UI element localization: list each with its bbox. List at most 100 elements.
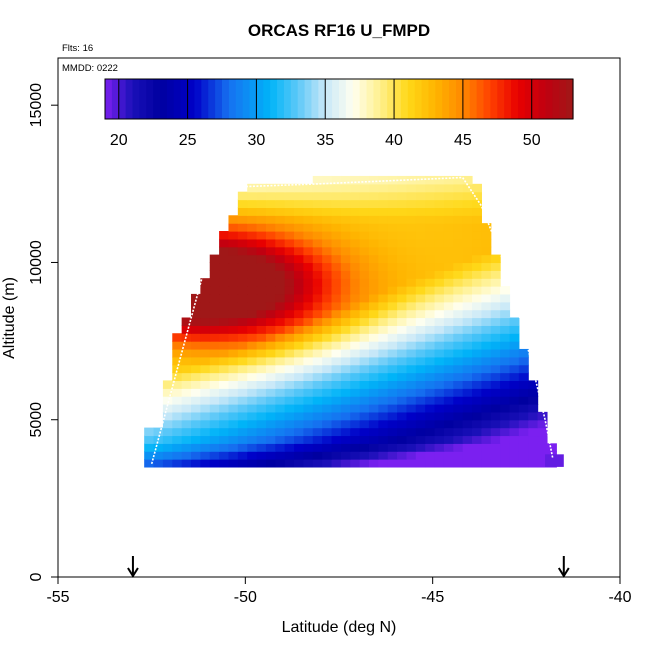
- heatmap-cell: [284, 191, 295, 201]
- heatmap-cell: [462, 364, 473, 374]
- colorbar-segment: [483, 79, 492, 119]
- heatmap-cell: [219, 341, 230, 350]
- heatmap-cell: [359, 278, 370, 287]
- heatmap-cell: [425, 388, 436, 397]
- heatmap-cell: [415, 183, 426, 193]
- heatmap-cell: [200, 348, 211, 358]
- heatmap-cell: [434, 238, 445, 248]
- heatmap-cell: [378, 404, 389, 413]
- heatmap-cell: [331, 262, 342, 271]
- heatmap-cell: [462, 207, 473, 216]
- heatmap-cell: [340, 301, 351, 311]
- heatmap-cell: [453, 356, 464, 366]
- heatmap-cell: [537, 459, 548, 468]
- heatmap-cell: [425, 278, 436, 287]
- heatmap-cell: [228, 396, 239, 405]
- heatmap-cell: [425, 459, 436, 468]
- heatmap-cell: [284, 223, 295, 232]
- heatmap-cell: [256, 207, 267, 216]
- heatmap-cell: [172, 356, 183, 366]
- heatmap-cell: [331, 238, 342, 248]
- heatmap-cell: [490, 341, 501, 350]
- heatmap-cell: [434, 293, 445, 303]
- heatmap-cell: [397, 356, 408, 366]
- colorbar-segment: [283, 79, 292, 119]
- heatmap-cell: [481, 325, 492, 334]
- heatmap-cell: [509, 348, 520, 358]
- heatmap-cell: [312, 419, 323, 429]
- colorbar-segment: [249, 79, 258, 119]
- heatmap-cell: [237, 411, 248, 421]
- heatmap-cell: [500, 317, 511, 326]
- heatmap-cell: [359, 223, 370, 232]
- heatmap-cell: [528, 459, 539, 468]
- heatmap-cell: [406, 404, 417, 413]
- heatmap-cell: [415, 443, 426, 452]
- heatmap-cell: [181, 459, 192, 468]
- heatmap-cell: [228, 254, 239, 264]
- heatmap-cell: [368, 427, 379, 437]
- heatmap-cell: [219, 380, 230, 389]
- heatmap-cell: [434, 191, 445, 201]
- heatmap-cell: [331, 175, 342, 185]
- heatmap-cell: [368, 191, 379, 201]
- heatmap-cell: [518, 372, 529, 382]
- heatmap-cell: [425, 364, 436, 374]
- heatmap-cell: [256, 348, 267, 358]
- heatmap-cell: [191, 459, 201, 468]
- heatmap-cell: [472, 238, 482, 248]
- heatmap-cell: [368, 388, 379, 397]
- heatmap-cell: [303, 451, 314, 460]
- heatmap-cell: [322, 443, 333, 452]
- heatmap-cell: [256, 183, 267, 193]
- heatmap-cell: [322, 238, 333, 248]
- heatmap-cell: [397, 175, 408, 185]
- heatmap-cell: [490, 333, 501, 342]
- heatmap-cell: [284, 348, 295, 358]
- heatmap-cell: [406, 356, 417, 366]
- heatmap-cell: [481, 246, 492, 256]
- heatmap-cell: [265, 191, 276, 201]
- heatmap-cell: [481, 317, 492, 326]
- heatmap-cell: [415, 175, 426, 185]
- heatmap-cell: [247, 427, 258, 437]
- x-tick-label: -45: [421, 589, 444, 606]
- heatmap-cell: [247, 356, 258, 366]
- heatmap-cell: [284, 325, 295, 334]
- heatmap-cell: [209, 348, 220, 358]
- heatmap-cell: [397, 293, 408, 303]
- heatmap-cell: [237, 317, 248, 326]
- heatmap-cell: [350, 341, 361, 350]
- heatmap-cell: [312, 396, 323, 405]
- heatmap-cell: [434, 309, 445, 319]
- heatmap-cell: [406, 293, 417, 303]
- heatmap-cell: [275, 207, 286, 216]
- heatmap-cell: [434, 404, 445, 413]
- heatmap-cell: [434, 286, 445, 295]
- heatmap-cell: [303, 411, 314, 421]
- colorbar-segment: [270, 79, 278, 119]
- heatmap-cell: [256, 427, 267, 437]
- heatmap-cell: [453, 388, 464, 397]
- heatmap-cell: [312, 246, 323, 256]
- heatmap-cell: [387, 278, 398, 287]
- colorbar-segment: [194, 79, 202, 119]
- heatmap-cell: [237, 459, 248, 468]
- heatmap-cell: [256, 215, 267, 224]
- heatmap-cell: [294, 388, 305, 397]
- heatmap-cell: [453, 301, 464, 311]
- heatmap-cell: [191, 380, 201, 389]
- heatmap-cell: [181, 372, 192, 382]
- heatmap-cell: [425, 246, 436, 256]
- heatmap-cell: [443, 348, 454, 358]
- heatmap-cell: [200, 388, 211, 397]
- colorbar-segment: [201, 79, 209, 119]
- heatmap-cell: [331, 404, 342, 413]
- heatmap-cell: [490, 270, 501, 279]
- axes: -55 -50 -45 -40 0 5000 10000 15000: [28, 83, 632, 606]
- colorbar-segment: [407, 79, 416, 119]
- heatmap-cell: [294, 317, 305, 326]
- heatmap-cell: [294, 238, 305, 248]
- heatmap-cell: [256, 396, 267, 405]
- heatmap-cell: [509, 427, 520, 437]
